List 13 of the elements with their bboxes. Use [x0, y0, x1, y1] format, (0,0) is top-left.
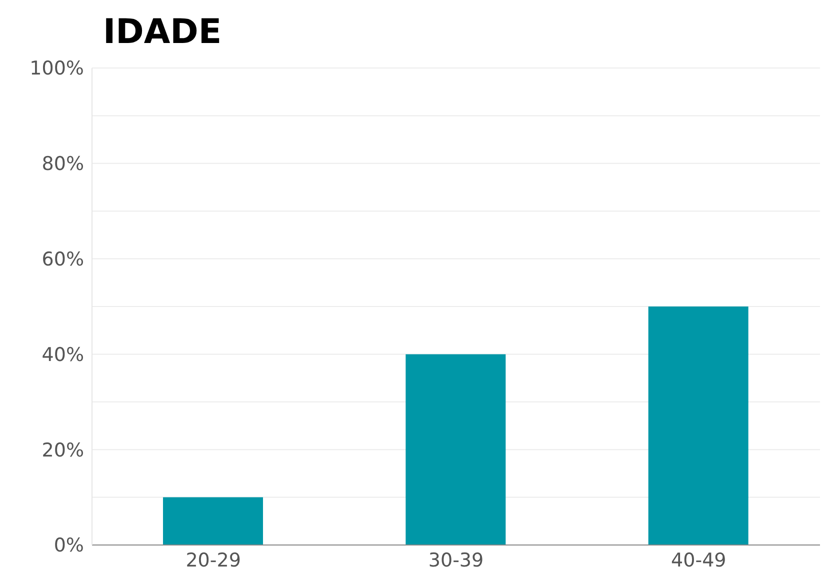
- x-tick-label: 40-49: [671, 549, 726, 572]
- x-tick-label: 30-39: [428, 549, 484, 572]
- bar: [648, 306, 748, 545]
- y-tick-label: 0%: [54, 534, 84, 557]
- bar: [163, 497, 263, 545]
- y-tick-label: 100%: [30, 58, 84, 80]
- x-tick-label: 20-29: [186, 549, 241, 572]
- chart-title: IDADE: [103, 11, 223, 54]
- y-tick-label: 80%: [42, 153, 84, 176]
- y-tick-label: 40%: [42, 344, 84, 366]
- bar: [406, 354, 506, 545]
- y-tick-label: 20%: [42, 439, 84, 462]
- y-tick-label: 60%: [42, 248, 84, 271]
